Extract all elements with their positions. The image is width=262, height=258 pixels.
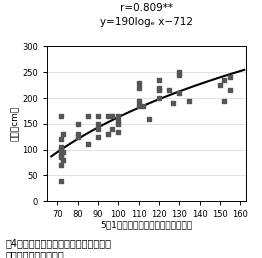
Text: 5月1日を起算日とした日数　（日）: 5月1日を起算日とした日数 （日） bbox=[101, 221, 193, 230]
Point bbox=[110, 114, 114, 118]
Point bbox=[59, 137, 63, 141]
Point bbox=[96, 114, 100, 118]
Text: 樹高の相関。: 樹高の相関。 bbox=[5, 250, 64, 258]
Point bbox=[177, 91, 181, 95]
Point bbox=[59, 148, 63, 152]
Point bbox=[59, 179, 63, 183]
Text: y=190logₑ x−712: y=190logₑ x−712 bbox=[100, 17, 193, 27]
Point bbox=[116, 119, 120, 123]
Point bbox=[59, 155, 63, 159]
Point bbox=[59, 163, 63, 167]
Point bbox=[61, 158, 66, 162]
Point bbox=[59, 153, 63, 157]
Point bbox=[171, 101, 175, 105]
Point bbox=[157, 86, 161, 90]
Point bbox=[222, 99, 226, 103]
Point bbox=[106, 114, 110, 118]
Point bbox=[86, 142, 90, 147]
Point bbox=[137, 104, 141, 108]
Point bbox=[167, 88, 171, 92]
Point bbox=[75, 135, 80, 139]
Point bbox=[96, 122, 100, 126]
Point bbox=[110, 127, 114, 131]
Y-axis label: 樹高（cm）: 樹高（cm） bbox=[10, 106, 19, 141]
Point bbox=[116, 114, 120, 118]
Point bbox=[61, 150, 66, 154]
Point bbox=[86, 114, 90, 118]
Text: r=0.809**: r=0.809** bbox=[120, 3, 173, 13]
Point bbox=[157, 96, 161, 100]
Point bbox=[228, 75, 232, 79]
Point bbox=[59, 114, 63, 118]
Point bbox=[96, 135, 100, 139]
Point bbox=[177, 73, 181, 77]
Point bbox=[218, 83, 222, 87]
Point bbox=[147, 117, 151, 121]
Point bbox=[116, 122, 120, 126]
Point bbox=[157, 88, 161, 92]
Point bbox=[187, 99, 192, 103]
Point bbox=[61, 132, 66, 136]
Text: 围4　　新梢伸長停止時期と接ぎ木苗の: 围4 新梢伸長停止時期と接ぎ木苗の bbox=[5, 239, 111, 249]
Point bbox=[157, 78, 161, 82]
Point bbox=[116, 130, 120, 134]
Point bbox=[96, 127, 100, 131]
Point bbox=[228, 88, 232, 92]
Point bbox=[177, 70, 181, 74]
Point bbox=[137, 80, 141, 85]
Point bbox=[75, 122, 80, 126]
Point bbox=[222, 78, 226, 82]
Point bbox=[59, 145, 63, 149]
Point bbox=[137, 86, 141, 90]
Point bbox=[106, 132, 110, 136]
Point bbox=[140, 104, 145, 108]
Point bbox=[75, 132, 80, 136]
Point bbox=[137, 99, 141, 103]
